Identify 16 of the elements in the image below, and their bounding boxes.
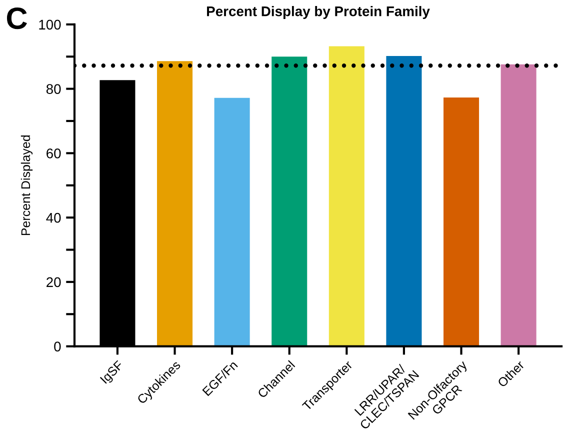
bar — [214, 98, 250, 346]
bar — [328, 46, 364, 346]
bar — [386, 56, 422, 346]
chart-title: Percent Display by Protein Family — [207, 6, 430, 19]
y-tick-label: 60 — [46, 148, 61, 158]
y-tick-label: 40 — [46, 212, 61, 223]
y-tick-label: 0 — [54, 342, 61, 352]
y-tick-label: 20 — [46, 277, 61, 288]
bar — [157, 61, 193, 346]
y-tick-label: 80 — [46, 84, 61, 94]
bar — [272, 56, 308, 346]
bar — [444, 97, 480, 346]
y-tick-label: 100 — [39, 20, 61, 30]
text: C — [6, 7, 27, 30]
bar — [500, 64, 536, 346]
y-axis-title: Percent Displayed — [20, 135, 33, 236]
